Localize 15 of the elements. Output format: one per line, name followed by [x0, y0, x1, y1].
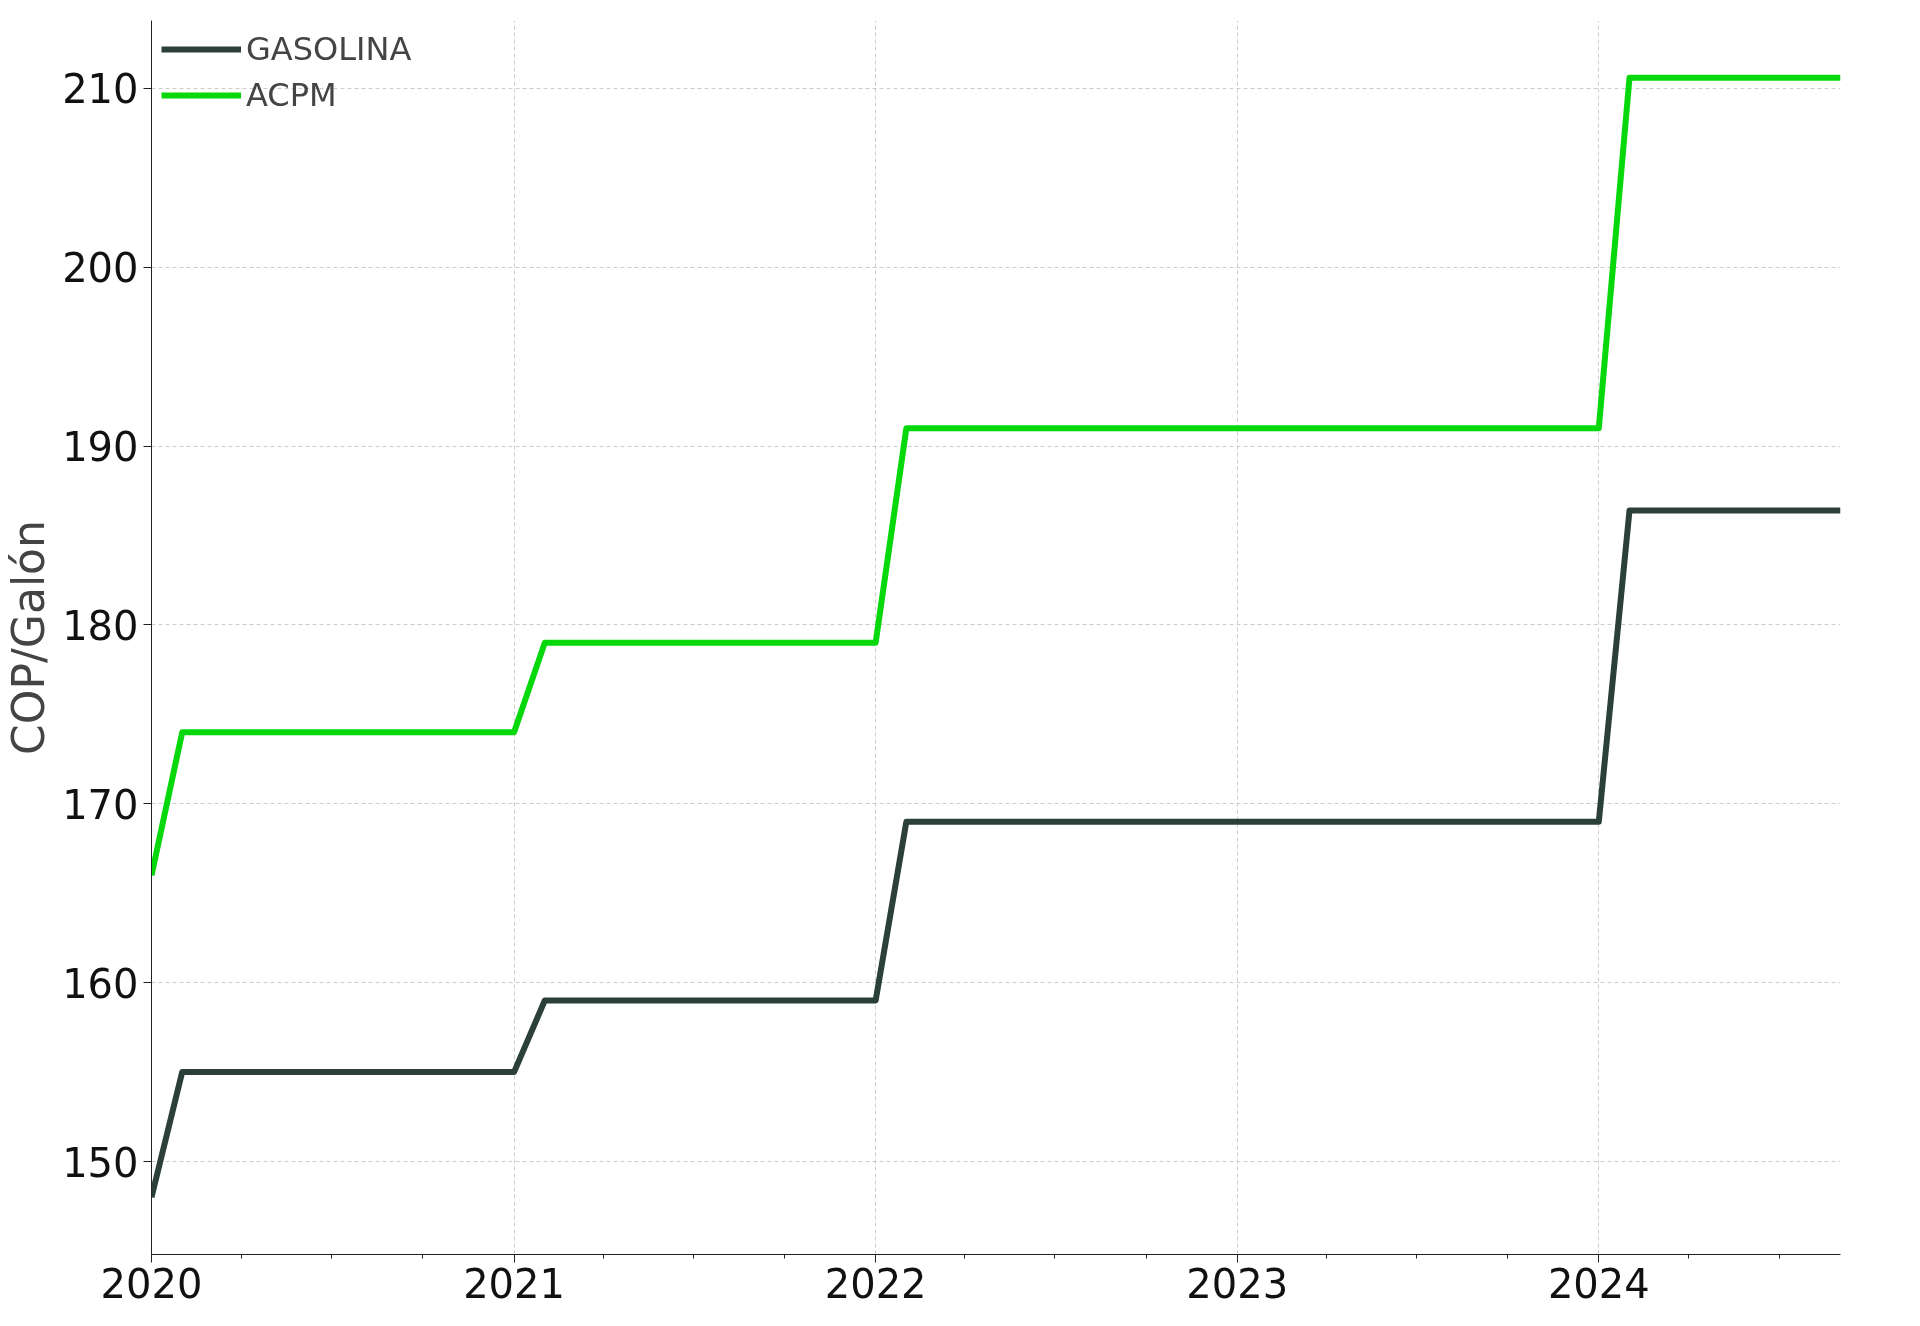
x-tick-label: 2022: [824, 1260, 927, 1307]
y-axis-title: COP/Galón: [3, 520, 55, 755]
legend-label: GASOLINA: [246, 30, 412, 68]
y-tick-label: 180: [62, 602, 139, 649]
y-tick-label: 170: [62, 781, 139, 828]
legend-label: ACPM: [246, 76, 337, 114]
y-tick-label: 210: [62, 66, 139, 113]
y-tick-label: 150: [62, 1139, 139, 1186]
x-tick-label: 2023: [1186, 1260, 1289, 1307]
x-tick-label: 2024: [1547, 1260, 1650, 1307]
y-tick-label: 190: [62, 424, 139, 471]
x-tick-label: 2020: [100, 1260, 203, 1307]
y-tick-label: 200: [62, 245, 139, 292]
y-tick-label: 160: [62, 960, 139, 1007]
x-tick-label: 2021: [463, 1260, 565, 1307]
